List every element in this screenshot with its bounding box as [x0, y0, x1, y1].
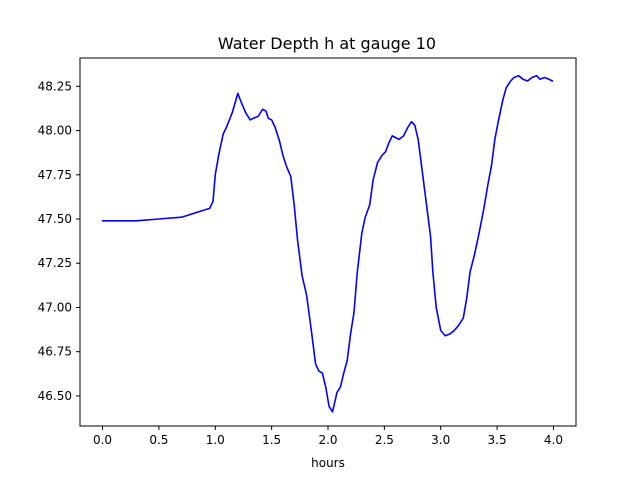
- y-tick-label: 47.75: [38, 168, 72, 182]
- x-tick-label: 2.5: [375, 433, 394, 447]
- y-tick-label: 48.00: [38, 124, 72, 138]
- chart-title: Water Depth h at gauge 10: [218, 34, 436, 53]
- x-tick-label: 4.0: [544, 433, 563, 447]
- x-tick-label: 3.0: [431, 433, 450, 447]
- series-layer: [101, 74, 554, 413]
- x-tick-label: 0.0: [93, 433, 112, 447]
- x-tick-label: 0.5: [149, 433, 168, 447]
- x-axis-label: hours: [311, 456, 345, 470]
- y-tick-label: 46.75: [38, 345, 72, 359]
- x-tick-label: 2.0: [318, 433, 337, 447]
- y-axis: 46.50 46.75 47.00 47.25 47.50 47.75 48.00 48.25: [38, 79, 80, 403]
- y-tick-label: 47.50: [38, 212, 72, 226]
- x-tick-label: 3.5: [488, 433, 507, 447]
- y-tick-label: 47.25: [38, 256, 72, 270]
- y-tick-label: 48.25: [38, 79, 72, 93]
- x-axis: 0.0 0.5 1.0 1.5 2.0 2.5 3.0 3.5 4.0: [93, 426, 563, 447]
- y-tick-label: 47.00: [38, 300, 72, 314]
- series-line: [101, 74, 554, 413]
- plot-area: [79, 57, 577, 427]
- x-tick-label: 1.0: [206, 433, 225, 447]
- plot-frame: [79, 57, 577, 427]
- x-tick-label: 1.5: [262, 433, 281, 447]
- y-tick-label: 46.50: [38, 389, 72, 403]
